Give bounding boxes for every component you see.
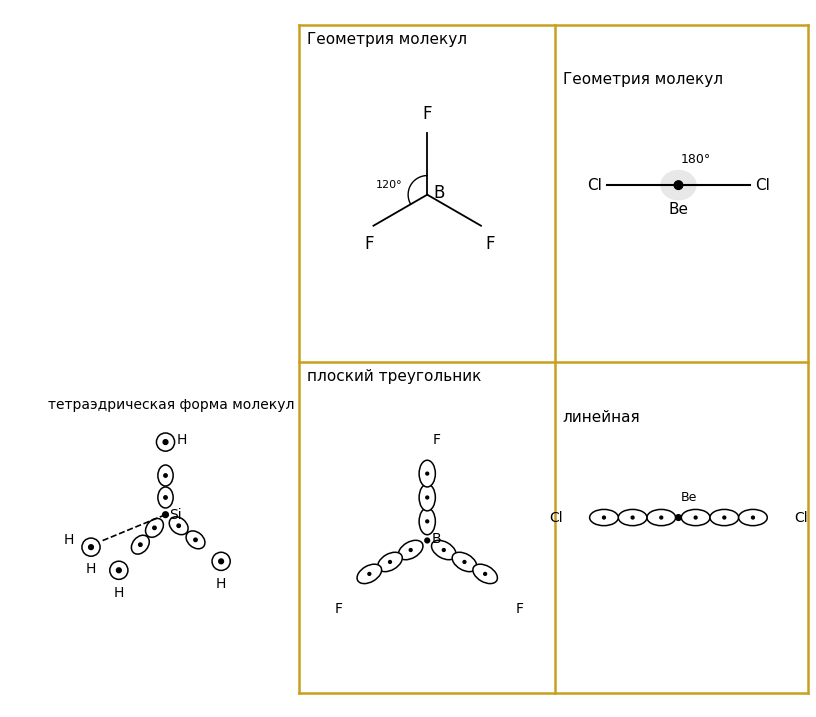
Circle shape: [425, 538, 429, 543]
Text: 180°: 180°: [681, 153, 711, 166]
Ellipse shape: [619, 509, 647, 526]
Circle shape: [426, 496, 428, 499]
Circle shape: [674, 181, 683, 189]
Ellipse shape: [169, 517, 188, 535]
Text: Be: Be: [668, 202, 689, 217]
Circle shape: [368, 572, 370, 575]
Ellipse shape: [398, 541, 423, 560]
Text: Cl: Cl: [755, 178, 769, 193]
Text: Be: Be: [681, 491, 697, 504]
Ellipse shape: [710, 509, 738, 526]
Circle shape: [164, 474, 167, 478]
Ellipse shape: [186, 531, 205, 549]
Circle shape: [484, 572, 486, 575]
Text: плоский треугольник: плоский треугольник: [307, 369, 481, 384]
Ellipse shape: [660, 170, 697, 201]
Ellipse shape: [157, 487, 173, 508]
Ellipse shape: [378, 552, 402, 571]
Ellipse shape: [452, 552, 477, 571]
Circle shape: [163, 440, 168, 445]
Text: линейная: линейная: [563, 409, 641, 424]
Ellipse shape: [145, 518, 163, 537]
Ellipse shape: [357, 564, 382, 584]
Text: Si: Si: [170, 508, 182, 522]
Text: F: F: [423, 105, 432, 123]
Circle shape: [426, 520, 428, 523]
Circle shape: [162, 512, 168, 518]
Circle shape: [426, 473, 428, 475]
Text: B: B: [433, 184, 445, 201]
Ellipse shape: [590, 509, 619, 526]
Circle shape: [631, 516, 634, 519]
Text: Cl: Cl: [794, 511, 808, 525]
Ellipse shape: [432, 541, 456, 560]
Circle shape: [442, 549, 446, 551]
Text: H: H: [177, 433, 188, 447]
Ellipse shape: [472, 564, 498, 584]
Ellipse shape: [212, 552, 230, 571]
Ellipse shape: [419, 508, 436, 535]
Circle shape: [193, 538, 197, 541]
Text: Геометрия молекул: Геометрия молекул: [307, 32, 467, 47]
Text: B: B: [432, 531, 441, 546]
Ellipse shape: [157, 433, 175, 451]
Ellipse shape: [157, 465, 173, 486]
Text: H: H: [64, 533, 73, 546]
Text: H: H: [113, 586, 124, 599]
Circle shape: [410, 549, 412, 551]
Text: F: F: [364, 235, 374, 253]
Ellipse shape: [738, 509, 767, 526]
Circle shape: [164, 495, 167, 499]
Ellipse shape: [647, 509, 676, 526]
Text: 120°: 120°: [376, 180, 402, 190]
Circle shape: [153, 526, 156, 530]
Circle shape: [139, 543, 142, 546]
Circle shape: [89, 545, 93, 549]
Ellipse shape: [681, 509, 710, 526]
Text: F: F: [486, 235, 495, 253]
Text: Геометрия молекул: Геометрия молекул: [563, 72, 723, 87]
Circle shape: [676, 515, 681, 521]
Text: Cl: Cl: [588, 178, 602, 193]
Ellipse shape: [419, 460, 436, 487]
Text: H: H: [86, 562, 96, 576]
Text: F: F: [335, 602, 343, 616]
Ellipse shape: [82, 538, 100, 556]
Circle shape: [723, 516, 725, 519]
Circle shape: [388, 561, 392, 564]
Text: Cl: Cl: [549, 511, 563, 525]
Text: H: H: [216, 576, 226, 591]
Ellipse shape: [419, 484, 436, 511]
Circle shape: [463, 561, 466, 564]
Circle shape: [219, 559, 224, 564]
Circle shape: [660, 516, 663, 519]
Circle shape: [752, 516, 754, 519]
Ellipse shape: [110, 561, 128, 579]
Circle shape: [177, 524, 180, 528]
Circle shape: [694, 516, 697, 519]
Circle shape: [117, 568, 122, 573]
Text: F: F: [433, 433, 441, 447]
Text: F: F: [516, 602, 524, 616]
Text: тетраэдрическая форма молекул: тетраэдрическая форма молекул: [48, 398, 295, 412]
Ellipse shape: [131, 536, 149, 554]
Circle shape: [602, 516, 605, 519]
